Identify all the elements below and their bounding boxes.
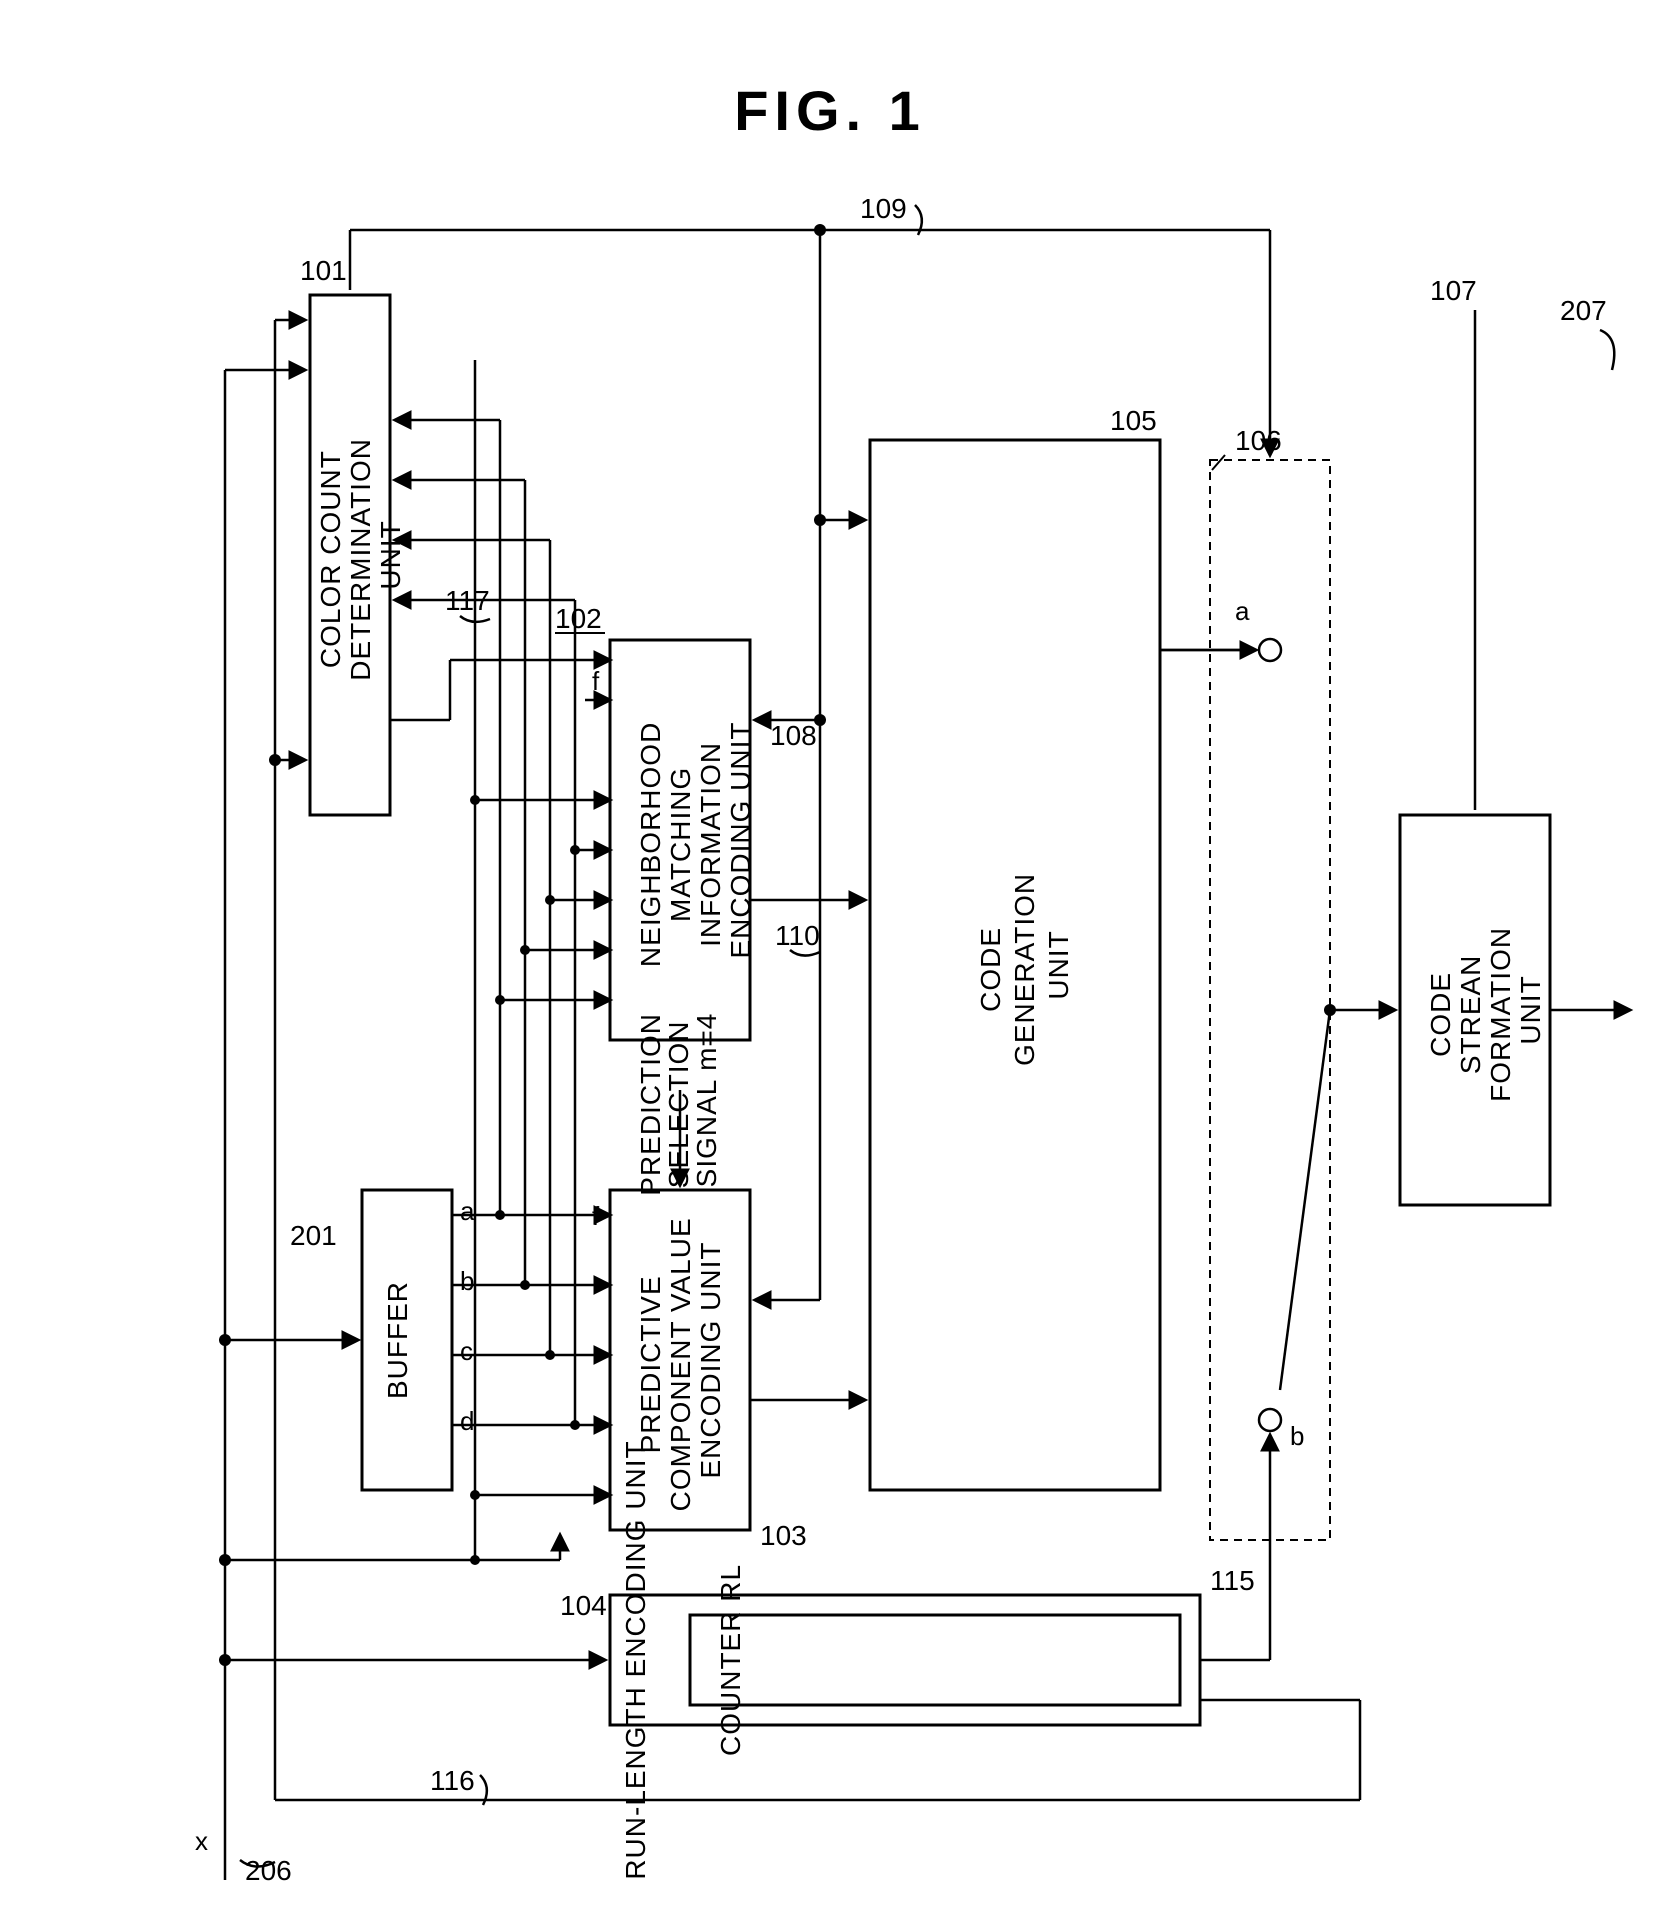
svg-text:106: 106 (1235, 425, 1282, 456)
svg-text:b: b (1290, 1421, 1304, 1451)
svg-text:110: 110 (775, 920, 820, 951)
svg-text:103: 103 (760, 1520, 807, 1551)
svg-text:107: 107 (1430, 275, 1477, 306)
svg-text:207: 207 (1560, 295, 1607, 326)
svg-text:104: 104 (560, 1590, 607, 1621)
wire-110: 110 (750, 900, 865, 956)
svg-text:b: b (460, 1266, 474, 1296)
svg-text:COUNTER RL: COUNTER RL (715, 1564, 746, 1756)
wire-109: 109 108 (350, 193, 1270, 1300)
svg-text:CODE STREAN FORMAT: CODE STREAN FORMATION UNIT (1425, 918, 1546, 1102)
block-neighborhood: NEIGHBORHOOD MATCHING INFORMATION ENCODI… (555, 603, 756, 1040)
svg-text:117: 117 (445, 585, 490, 616)
svg-text:CODE GENERATION UN: CODE GENERATION UNIT (975, 864, 1074, 1066)
label-f-102: f (592, 666, 600, 696)
figure-title: FIG. 1 (734, 79, 926, 142)
block-switch: 106 a b (1210, 425, 1336, 1540)
wire-input-x: x 206 (195, 370, 560, 1886)
wire-prediction-sel: PREDICTION SELECTION SIGNAL m=4 (635, 1004, 722, 1195)
svg-text:206: 206 (245, 1855, 292, 1886)
svg-text:BUFFER: BUFFER (382, 1281, 413, 1399)
wire-116: 116 (269, 320, 1360, 1805)
svg-text:101: 101 (300, 255, 347, 286)
svg-text:COLOR COUNT DETERMINATIO: COLOR COUNT DETERMINATION UNIT (315, 429, 406, 680)
block-diagram: FIG. 1 COLOR COUNT DETERMINATION UNIT 10… (0, 0, 1661, 1932)
svg-text:a: a (460, 1196, 475, 1226)
block-codegen: CODE GENERATION UNIT 105 (870, 405, 1160, 1490)
svg-text:c: c (460, 1336, 473, 1366)
svg-text:109: 109 (860, 193, 907, 224)
svg-text:RUN-LENGTH ENCODING UNIT: RUN-LENGTH ENCODING UNIT (620, 1440, 651, 1879)
svg-text:102: 102 (555, 603, 602, 634)
block-color-count: COLOR COUNT DETERMINATION UNIT 101 (300, 255, 406, 815)
svg-text:d: d (460, 1406, 474, 1436)
svg-text:a: a (1235, 596, 1250, 626)
svg-text:NEIGHBORHOOD MATCHING: NEIGHBORHOOD MATCHING INFORMATION ENCODI… (635, 713, 756, 967)
wire-output-207: 207 (1550, 295, 1630, 1010)
svg-text:116: 116 (430, 1765, 475, 1796)
svg-text:PREDICTION SELECTION: PREDICTION SELECTION SIGNAL m=4 (635, 1004, 722, 1195)
svg-text:201: 201 (290, 1220, 337, 1251)
label-f-103: f (592, 1201, 600, 1231)
svg-text:108: 108 (770, 720, 817, 751)
wire-x-to-runlength (219, 1654, 605, 1666)
svg-text:115: 115 (1210, 1565, 1255, 1596)
wire-buffer-fanout (395, 360, 610, 1565)
svg-text:x: x (195, 1826, 208, 1856)
svg-text:105: 105 (1110, 405, 1157, 436)
